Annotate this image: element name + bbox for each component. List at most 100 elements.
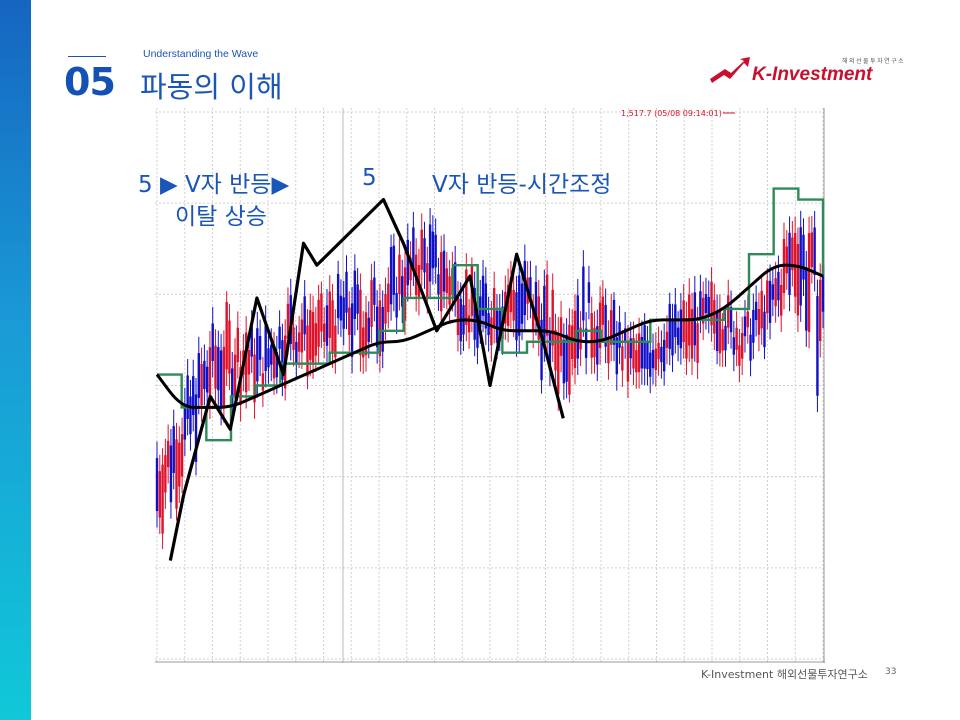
candle-body [481, 275, 485, 316]
annotation-breakout: 이탈 상승 [175, 204, 267, 230]
candle-body [183, 404, 187, 440]
candle-body [724, 325, 727, 351]
candle-body [445, 268, 449, 294]
candle-body [587, 282, 591, 303]
candle-body [643, 325, 646, 369]
candle-body [278, 326, 281, 349]
candle-body [554, 330, 557, 371]
section-divider [68, 56, 106, 57]
candle-body [389, 247, 393, 305]
candle-body [576, 295, 579, 359]
candle-body [440, 252, 443, 312]
candle-body [604, 304, 607, 347]
candle-body [704, 294, 708, 314]
candle-body [629, 338, 632, 359]
annotation-vrebound-time: V자 반등-시간조정 [432, 172, 612, 198]
candle-body [306, 325, 309, 377]
candle-body [738, 345, 741, 366]
candle-body [715, 311, 719, 351]
candle-body [353, 270, 357, 319]
candle-body [164, 455, 167, 493]
candle-body [713, 300, 716, 334]
candle-body [434, 234, 437, 268]
candle-body [448, 276, 451, 305]
candle-body [623, 328, 627, 343]
section-subtitle: Understanding the Wave [143, 48, 259, 60]
candle-body [690, 309, 694, 359]
candle-body [401, 276, 404, 307]
candle-body [381, 306, 384, 352]
candle-body [685, 318, 688, 359]
candle-body [398, 254, 401, 295]
price-chart: 1,517.7 (05/08 09:14:01) [155, 108, 825, 663]
candle-body [236, 327, 240, 363]
candle-body [531, 310, 535, 332]
candle-body [509, 277, 513, 313]
candle-body [228, 320, 231, 374]
candle-body [281, 340, 284, 380]
candle-body [244, 332, 248, 393]
candle-body [442, 250, 446, 292]
candle-body [375, 306, 379, 348]
candle-body [646, 342, 649, 370]
candle-body [253, 354, 256, 403]
candle-body [651, 349, 655, 369]
candle-body [740, 333, 744, 359]
candle-body [409, 257, 412, 281]
candle-body [810, 232, 814, 268]
candle-body [387, 283, 390, 313]
candle-body [537, 296, 540, 340]
candle-body [699, 291, 702, 317]
candle-body [267, 348, 270, 368]
candle-body [155, 458, 159, 512]
annotation-wave5-vrebound: 5 ▶ V자 반등▶ [138, 172, 290, 198]
candle-body [621, 346, 624, 371]
candle-body [543, 285, 546, 346]
candle-body [540, 319, 543, 381]
candle-body [529, 277, 532, 302]
candle-body [732, 337, 736, 355]
candle-body [548, 333, 552, 370]
candle-body [225, 301, 228, 370]
candle-body [771, 284, 775, 300]
candle-body [660, 346, 663, 363]
candle-body [610, 310, 613, 345]
logo-wordmark: K-Investment [752, 64, 873, 85]
candle-body [423, 238, 426, 273]
candle-body [373, 277, 376, 305]
footer-org: K-Investment 해외선물투자연구소 [701, 668, 868, 681]
candle-body [557, 333, 560, 395]
candle-body [679, 309, 683, 349]
candle-body [367, 317, 370, 342]
candle-body [362, 327, 365, 358]
candle-body [626, 341, 630, 382]
candle-body [392, 245, 396, 295]
candle-body [671, 320, 674, 356]
candle-body [192, 376, 195, 416]
candle-body [518, 275, 521, 336]
candle-body [819, 279, 822, 341]
candle-body [378, 300, 382, 356]
candle-body [208, 347, 212, 403]
candle-body [231, 368, 234, 406]
candle-body [222, 346, 226, 407]
candle-body [322, 323, 326, 342]
candle-body [233, 354, 237, 396]
candle-body [598, 302, 602, 349]
candle-body [211, 323, 214, 361]
candle-body [791, 237, 794, 271]
candle-body [370, 280, 373, 327]
candle-body [665, 331, 669, 348]
candle-body [520, 283, 524, 324]
candle-body [300, 319, 304, 353]
candle-body [807, 233, 811, 332]
candle-body [523, 260, 527, 316]
candle-body [169, 445, 173, 503]
logo-mark-icon [710, 57, 750, 83]
candle-body [264, 321, 267, 372]
candle-body [295, 341, 298, 364]
candle-body [420, 229, 423, 270]
candle-body [584, 328, 588, 358]
candle-body [334, 325, 337, 358]
candle-body [721, 329, 724, 351]
